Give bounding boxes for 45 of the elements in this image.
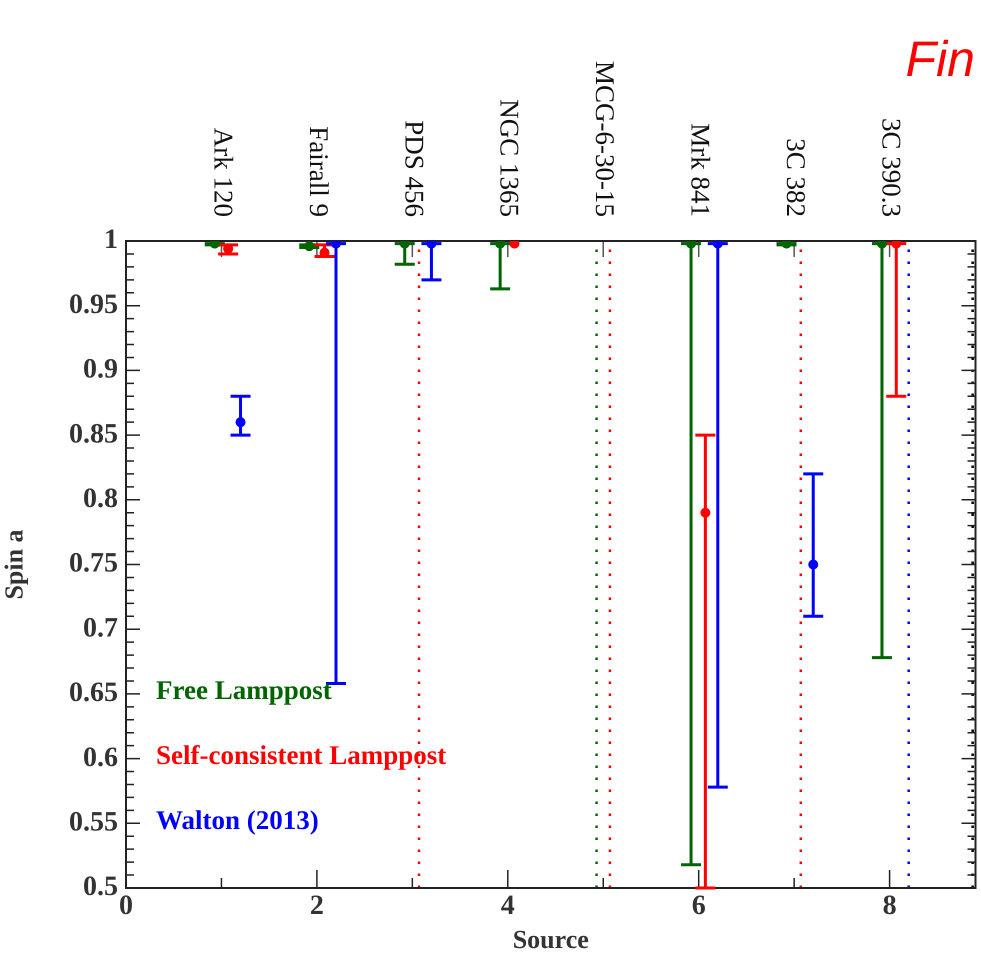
y-tick-label: 0.9 — [83, 354, 118, 385]
text: Fin — [906, 31, 975, 87]
point — [808, 560, 818, 570]
x-tick-label: 2 — [310, 890, 324, 922]
y-tick-label: 0.65 — [69, 677, 118, 708]
text: 3C 382 — [781, 138, 812, 217]
text: MCG-6-30-15 — [590, 61, 620, 217]
y-tick-label: 0.7 — [83, 612, 118, 644]
x-tick-label: 6 — [692, 890, 706, 922]
point — [210, 241, 220, 249]
point — [400, 241, 410, 249]
text: PDS 456 — [399, 120, 430, 217]
y-tick-label: 0.6 — [83, 742, 118, 773]
y-axis-title: Spin a — [0, 529, 28, 600]
text: Self-consistent Lamppost — [156, 740, 446, 770]
text: Walton (2013) — [156, 804, 319, 835]
text: Ark 120 — [208, 128, 238, 217]
text: Mrk 841 — [686, 123, 716, 217]
point — [686, 241, 696, 249]
y-tick-label: 0.55 — [69, 806, 118, 838]
text: Free Lamppost — [156, 674, 332, 705]
point — [304, 241, 314, 252]
point — [509, 241, 520, 249]
text: NGC 1365 — [494, 99, 525, 217]
y-tick-label: 0.95 — [69, 288, 118, 320]
point — [236, 417, 246, 428]
point — [700, 508, 710, 518]
point — [876, 241, 887, 249]
y-tick-label: 0.8 — [83, 483, 118, 514]
y-tick-label: 1 — [104, 224, 118, 256]
y-tick-label: 0.85 — [69, 418, 118, 450]
point — [782, 241, 792, 249]
point — [712, 241, 723, 249]
point — [426, 241, 436, 249]
x-axis-title: Source — [512, 925, 589, 954]
point — [891, 241, 902, 249]
x-tick-label: 8 — [882, 890, 897, 922]
text: 3C 390.3 — [876, 118, 906, 217]
y-tick-label: 0.5 — [83, 871, 118, 902]
text: Fairall 9 — [304, 126, 334, 217]
point — [330, 241, 341, 249]
x-tick-label: 0 — [119, 890, 133, 922]
point — [495, 241, 506, 249]
x-tick-label: 4 — [500, 890, 515, 922]
y-tick-label: 0.75 — [69, 548, 118, 579]
